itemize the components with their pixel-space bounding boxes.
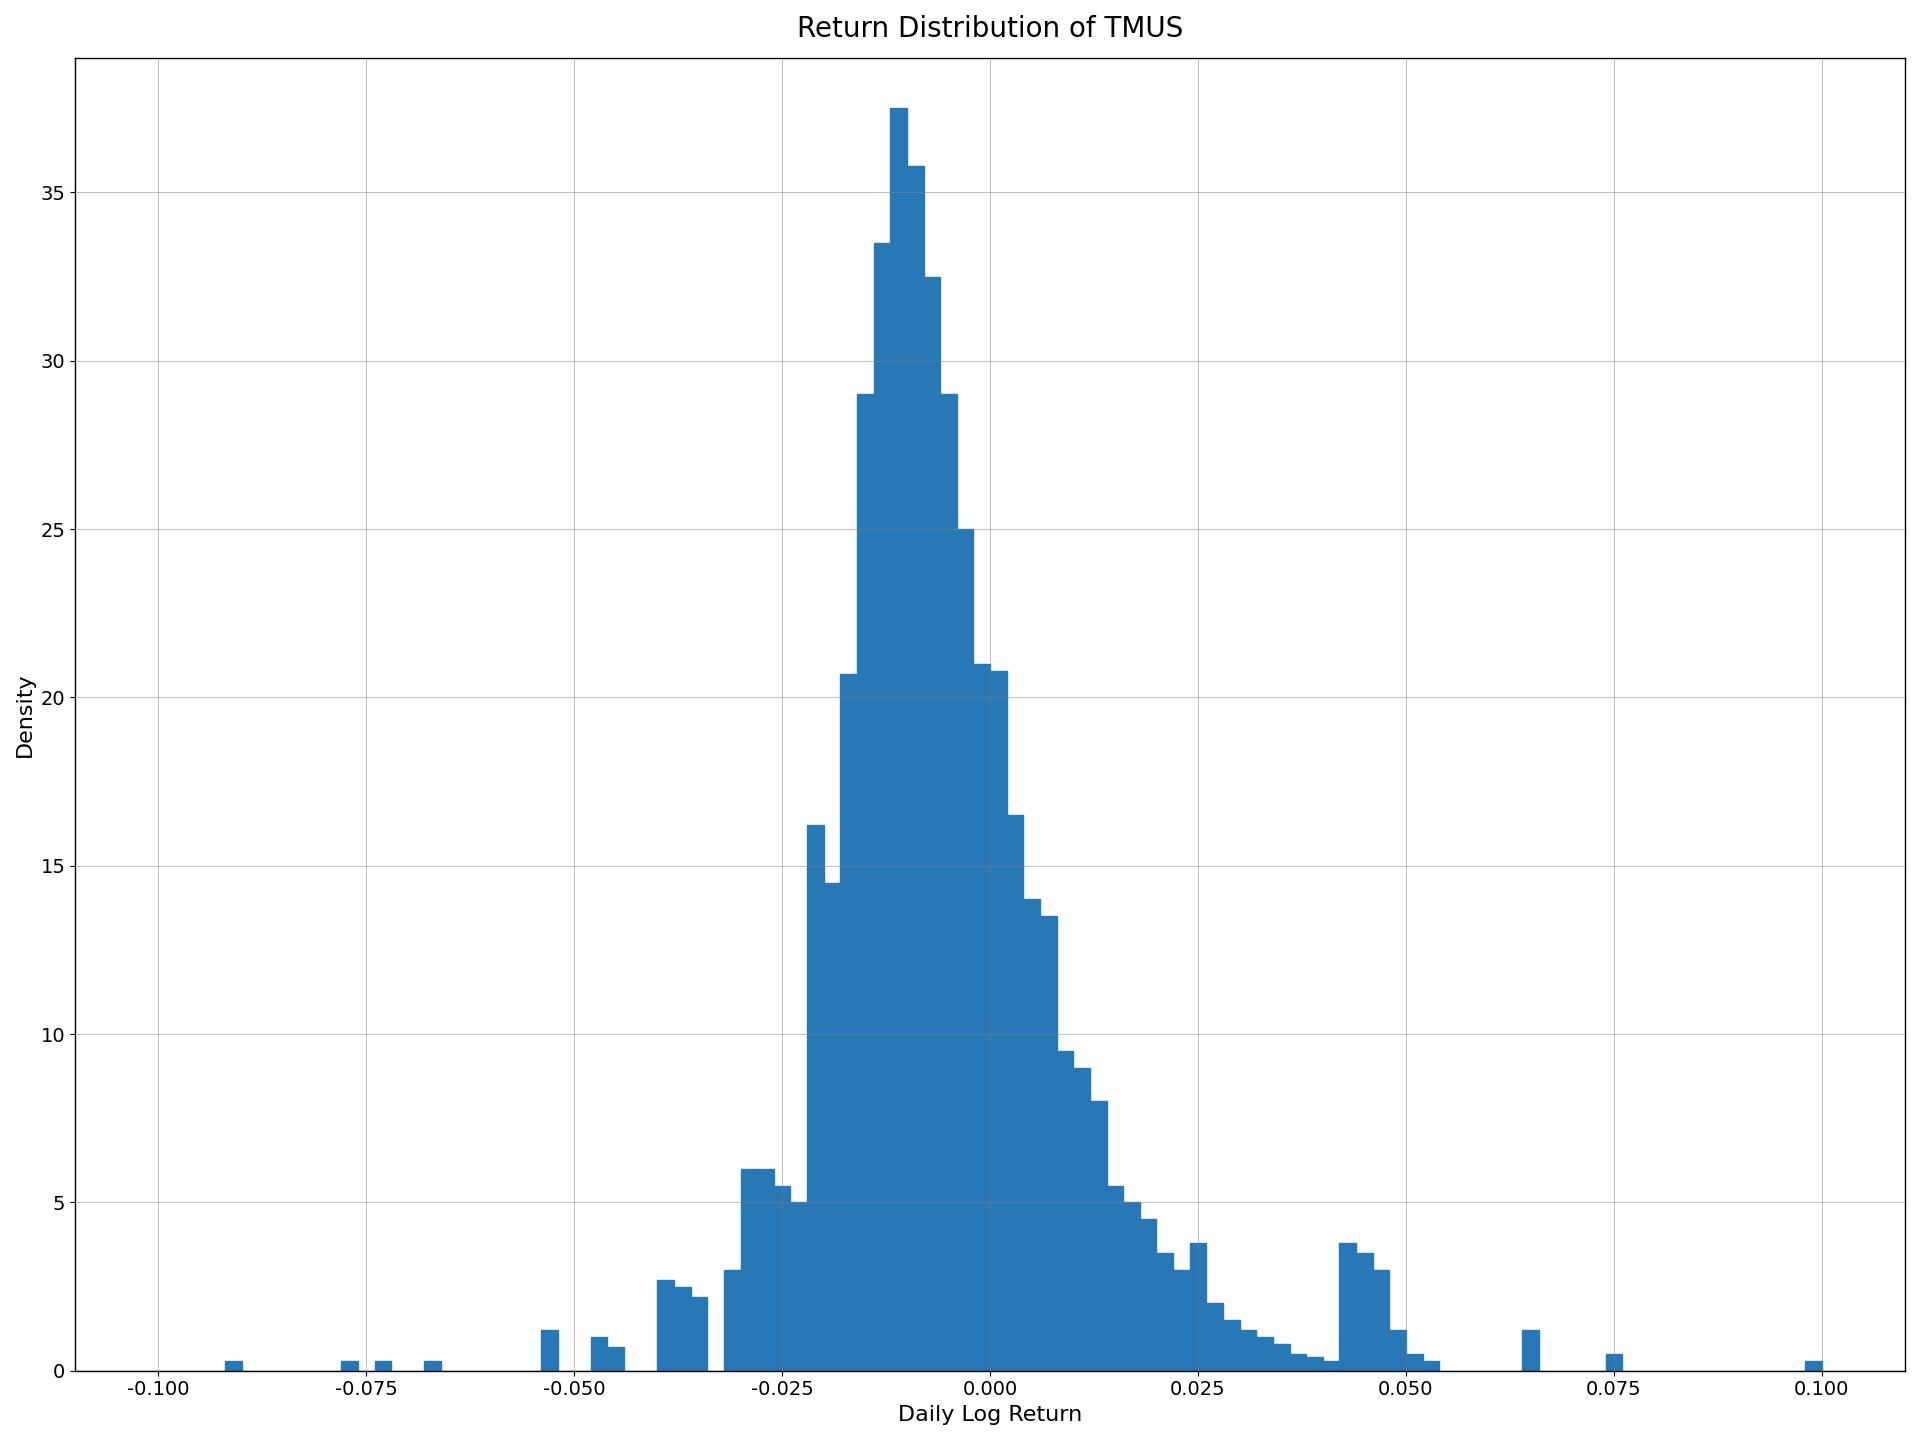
Bar (342, 1361, 357, 1371)
Bar (674, 1286, 691, 1371)
Bar (874, 243, 891, 1371)
Bar (657, 1280, 674, 1371)
Bar (1223, 1320, 1240, 1371)
Bar (856, 395, 874, 1371)
Bar (756, 1169, 774, 1371)
Bar (1356, 1253, 1373, 1371)
Bar (1240, 1331, 1256, 1371)
Bar (791, 1202, 806, 1371)
Bar (1073, 1067, 1091, 1371)
Bar (1041, 916, 1056, 1371)
Bar (1190, 1243, 1206, 1371)
X-axis label: Daily Log Return: Daily Log Return (899, 1405, 1083, 1426)
Y-axis label: Density: Density (15, 672, 35, 756)
Bar (1273, 1344, 1290, 1371)
Bar (1290, 1354, 1306, 1371)
Bar (1423, 1361, 1440, 1371)
Bar (841, 674, 856, 1371)
Bar (225, 1361, 242, 1371)
Bar (1006, 815, 1023, 1371)
Title: Return Distribution of TMUS: Return Distribution of TMUS (797, 14, 1183, 43)
Bar (1256, 1338, 1273, 1371)
Bar (1805, 1361, 1822, 1371)
Bar (1405, 1354, 1423, 1371)
Bar (973, 664, 991, 1371)
Bar (691, 1296, 707, 1371)
Bar (1323, 1361, 1340, 1371)
Bar (941, 395, 956, 1371)
Bar (924, 276, 941, 1371)
Bar (1123, 1202, 1140, 1371)
Bar (541, 1331, 557, 1371)
Bar (724, 1270, 741, 1371)
Bar (1106, 1185, 1123, 1371)
Bar (1056, 1051, 1073, 1371)
Bar (1023, 900, 1041, 1371)
Bar (424, 1361, 442, 1371)
Bar (824, 883, 841, 1371)
Bar (906, 166, 924, 1371)
Bar (1523, 1331, 1540, 1371)
Bar (891, 108, 906, 1371)
Bar (607, 1348, 624, 1371)
Bar (1373, 1270, 1390, 1371)
Bar (374, 1361, 392, 1371)
Bar (1173, 1270, 1190, 1371)
Bar (806, 825, 824, 1371)
Bar (1206, 1303, 1223, 1371)
Bar (591, 1338, 607, 1371)
Bar (1306, 1358, 1323, 1371)
Bar (1605, 1354, 1622, 1371)
Bar (956, 528, 973, 1371)
Bar (741, 1169, 756, 1371)
Bar (774, 1185, 791, 1371)
Bar (1140, 1220, 1156, 1371)
Bar (991, 671, 1006, 1371)
Bar (1390, 1331, 1405, 1371)
Bar (1340, 1243, 1356, 1371)
Bar (1156, 1253, 1173, 1371)
Bar (1091, 1102, 1106, 1371)
